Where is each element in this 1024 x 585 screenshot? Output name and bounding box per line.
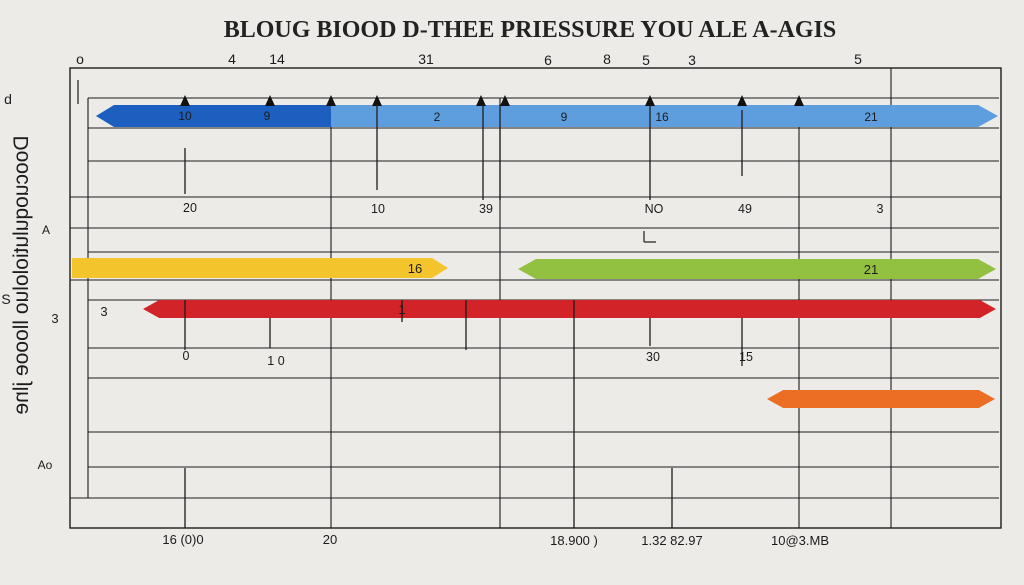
bar-value-label: 21: [864, 110, 878, 124]
mid-tick-label: 39: [479, 202, 493, 216]
bar-blue-dark: [96, 105, 331, 127]
top-tick-label: o: [76, 51, 84, 67]
bottom-tick-label: 10@3.MB: [771, 533, 829, 548]
top-tick-label: 5: [854, 51, 862, 67]
arrow-marker: [476, 95, 486, 106]
bottom-tick-label: 1.32 82.97: [641, 533, 702, 548]
top-tick-label: 8: [603, 51, 611, 67]
side-label: A: [42, 223, 50, 237]
bar-value-label: 16: [655, 110, 669, 124]
arrow-marker: [645, 95, 655, 106]
bar-red: [143, 300, 996, 318]
bars: [72, 105, 998, 408]
side-label: S: [1, 291, 10, 307]
arrow-marker: [737, 95, 747, 106]
bottom-tick-label: 20: [323, 532, 337, 547]
top-tick-label: 3: [688, 52, 696, 68]
arrow-marker: [500, 95, 510, 106]
second-tick-label: 30: [646, 350, 660, 364]
bar-value-label: 21: [864, 262, 878, 277]
side-label: d: [4, 91, 12, 107]
top-tick-label: 4: [228, 51, 236, 67]
y-axis-label: Doocuoqulutiololuo lloooe jlne: [10, 135, 33, 414]
bar-value-label: 10: [178, 109, 192, 123]
second-tick-label: 0: [183, 349, 190, 363]
arrow-marker: [265, 95, 275, 106]
second-tick-label: 15: [739, 350, 753, 364]
side-label: 3: [100, 304, 107, 319]
arrow-marker: [180, 95, 190, 106]
bar-value-label: 9: [264, 109, 271, 123]
tick-marks: [180, 95, 804, 528]
mid-tick-label: 10: [371, 202, 385, 216]
arrow-marker: [326, 95, 336, 106]
mid-tick-label: 3: [877, 202, 884, 216]
arrow-marker: [372, 95, 382, 106]
bar-value-label: 1: [398, 302, 405, 317]
bar-orange: [767, 390, 995, 408]
grid: [69, 67, 1002, 529]
arrow-marker: [794, 95, 804, 106]
top-tick-label: 31: [418, 51, 434, 67]
bar-value-label: 9: [561, 110, 568, 124]
side-label: 3: [51, 311, 58, 326]
bottom-tick-label: 16 (0)0: [162, 532, 203, 547]
plot-frame: [69, 67, 1002, 529]
bottom-tick-label: 18.900 ): [550, 533, 598, 548]
side-label: Ao: [38, 458, 53, 472]
bar-value-label: 2: [434, 110, 441, 124]
top-tick-label: 6: [544, 52, 552, 68]
chart-title: BLOUG BIOOD D-THEE PRIESSURE YOU ALE A-A…: [224, 17, 837, 43]
mid-tick-label: NO: [645, 202, 664, 216]
top-tick-label: 5: [642, 52, 650, 68]
mid-tick-label: 20: [183, 201, 197, 215]
second-tick-label: 1 0: [267, 354, 284, 368]
bar-yellow: [72, 258, 448, 278]
bar-green: [518, 259, 996, 279]
bar-value-label: 16: [408, 261, 422, 276]
mid-tick-label: 49: [738, 202, 752, 216]
top-tick-label: 14: [269, 51, 285, 67]
